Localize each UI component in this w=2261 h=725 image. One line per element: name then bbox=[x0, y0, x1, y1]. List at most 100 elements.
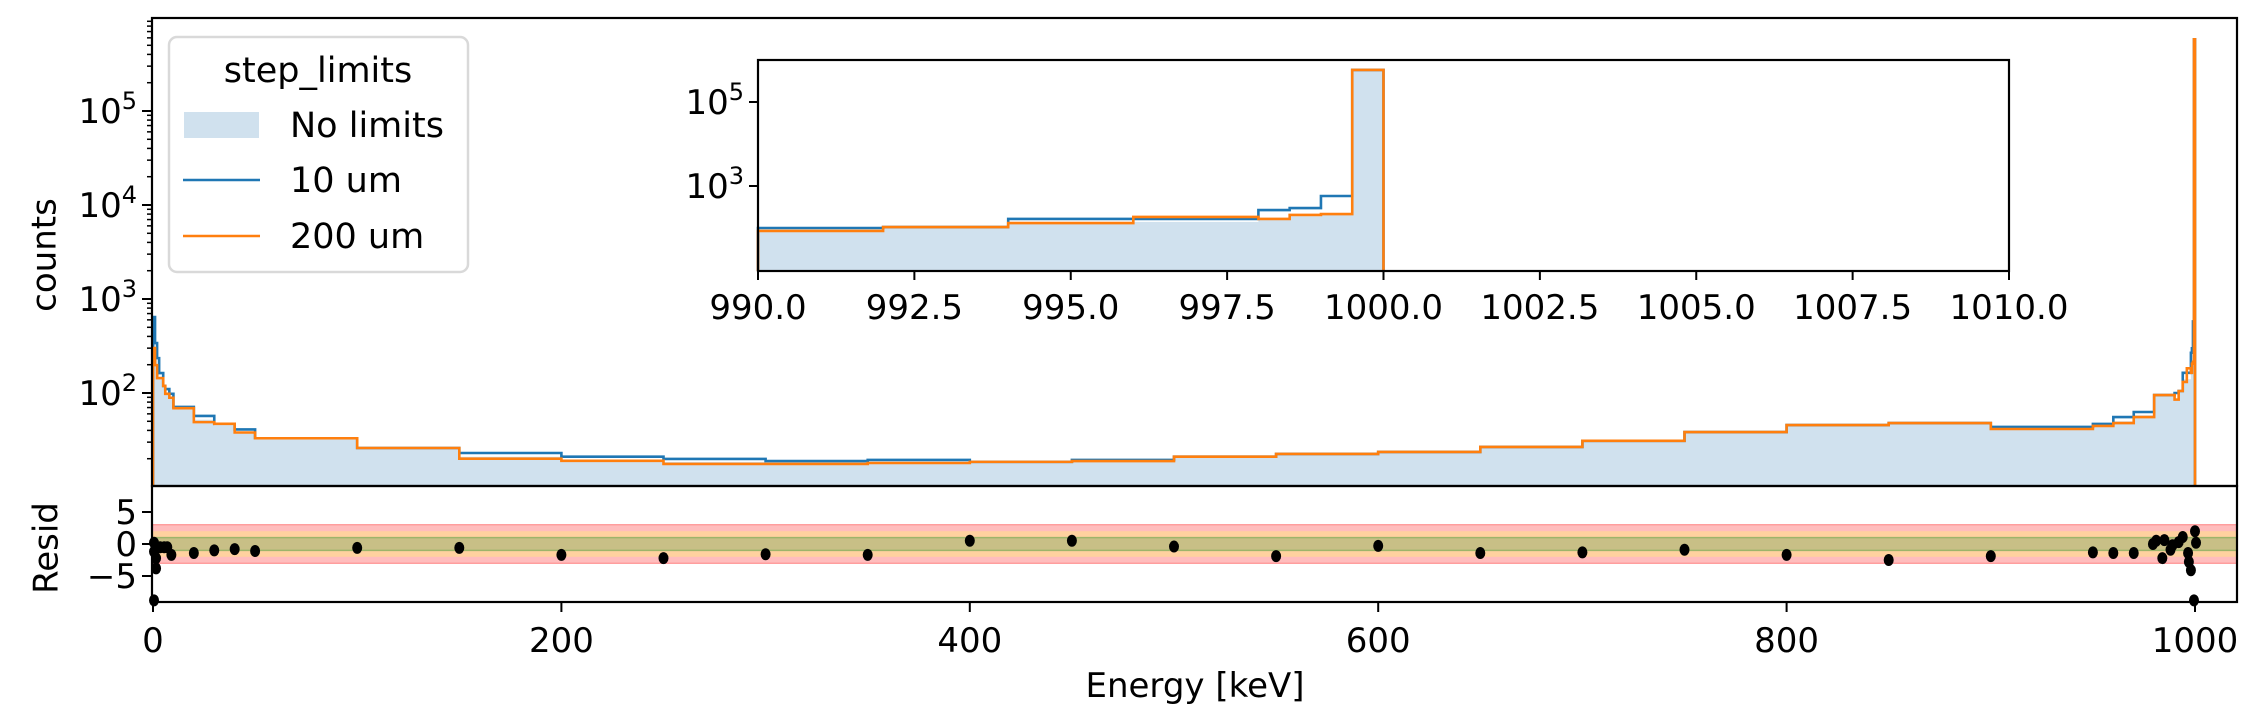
residual-point bbox=[352, 541, 363, 554]
x-tick-label: 600 bbox=[1346, 621, 1411, 661]
residual-point bbox=[1271, 550, 1282, 563]
residual-x-axis: 0 200 400 600 800 1000 bbox=[142, 602, 2238, 661]
series-200um-line bbox=[151, 37, 2197, 486]
tick-base: 10 bbox=[78, 280, 121, 320]
inset-no-limits-fill-area bbox=[758, 69, 1384, 271]
inset-x-tick-label: 1000.0 bbox=[1324, 288, 1443, 328]
inset-x-tick-label: 997.5 bbox=[1178, 288, 1275, 328]
inset-y-tick-label: 105 bbox=[685, 78, 744, 123]
inset-x-tick-label: 1005.0 bbox=[1637, 288, 1756, 328]
residual-point bbox=[2185, 564, 2196, 577]
residual-point bbox=[1577, 546, 1588, 559]
y-tick-label: 102 bbox=[78, 369, 137, 414]
tick-exponent: 5 bbox=[729, 78, 744, 106]
inset-x-tick-label: 992.5 bbox=[866, 288, 963, 328]
legend-label-200um: 200 um bbox=[290, 217, 424, 257]
residual-point bbox=[2183, 546, 2194, 559]
residual-point bbox=[1373, 539, 1384, 552]
inset-x-tick-label: 1010.0 bbox=[1950, 288, 2069, 328]
tick-base: 10 bbox=[685, 167, 728, 207]
legend: step_limits No limits 10 um 200 um bbox=[167, 35, 470, 274]
residual-point bbox=[1883, 554, 1894, 566]
inset-no-limits-fill bbox=[758, 69, 1384, 271]
residual-point bbox=[2188, 594, 2199, 607]
tick-base: 10 bbox=[78, 374, 121, 414]
inset-x-axis: 990.0 992.5 995.0 997.5 1000.0 1002.5 1005.0 10… bbox=[709, 271, 2068, 328]
residual-point bbox=[862, 548, 873, 561]
residual-panel: 50−5 0 200 400 600 800 1000 Resid Energy [keV… bbox=[27, 484, 2238, 706]
residual-point bbox=[2191, 536, 2202, 549]
tick-base: 10 bbox=[78, 92, 121, 132]
inset-x-tick-label: 1002.5 bbox=[1480, 288, 1599, 328]
inset-step-lines bbox=[756, 68, 1385, 271]
residual-point bbox=[1475, 546, 1486, 559]
residual-point bbox=[1781, 548, 1792, 561]
inset-y-tick-label: 103 bbox=[685, 162, 744, 207]
y-tick-label: 104 bbox=[78, 181, 137, 226]
residual-point bbox=[229, 543, 240, 556]
residual-point bbox=[2159, 534, 2170, 547]
legend-label-10um: 10 um bbox=[290, 161, 402, 201]
tick-exponent: 4 bbox=[122, 181, 137, 209]
inset-zoom-panel: 990.0 992.5 995.0 997.5 1000.0 1002.5 1005.0 10… bbox=[685, 58, 2068, 328]
residual-point bbox=[2190, 525, 2200, 538]
residual-point bbox=[1985, 550, 1996, 563]
residual-point bbox=[2177, 530, 2188, 543]
residual-point bbox=[149, 594, 160, 607]
x-tick-label: 800 bbox=[1754, 621, 1819, 661]
residual-y-axis: 50−5 bbox=[87, 493, 152, 597]
residual-point bbox=[454, 541, 465, 554]
legend-label-no-limits: No limits bbox=[290, 106, 444, 146]
x-tick-label: 1000 bbox=[2152, 621, 2239, 661]
y-tick-label: 103 bbox=[78, 275, 137, 320]
tick-base: 10 bbox=[685, 83, 728, 123]
residual-point bbox=[2128, 546, 2139, 559]
tick-exponent: 3 bbox=[729, 162, 744, 190]
tick-exponent: 3 bbox=[122, 275, 137, 303]
residual-point bbox=[209, 544, 220, 557]
x-tick-label: 200 bbox=[529, 621, 594, 661]
y-tick-label: 105 bbox=[78, 87, 137, 132]
inset-x-tick-label: 995.0 bbox=[1022, 288, 1119, 328]
residual-point bbox=[1066, 534, 1077, 547]
resid-y-tick-label: 0 bbox=[115, 525, 137, 565]
main-y-axis-label: counts bbox=[25, 198, 65, 312]
x-tick-label: 0 bbox=[142, 621, 164, 661]
residual-point bbox=[2108, 546, 2119, 559]
inset-x-tick-label: 1007.5 bbox=[1793, 288, 1912, 328]
residual-point bbox=[2087, 546, 2098, 559]
residual-point bbox=[250, 545, 261, 558]
residual-points bbox=[149, 525, 2202, 607]
residual-point bbox=[556, 548, 567, 561]
residual-point bbox=[964, 534, 975, 547]
tick-exponent: 5 bbox=[122, 87, 137, 115]
residual-point bbox=[760, 548, 771, 561]
residual-point bbox=[151, 562, 162, 575]
resid-y-tick-label: 5 bbox=[115, 493, 137, 533]
legend-swatch-no-limits bbox=[184, 112, 259, 138]
residual-point bbox=[2157, 552, 2168, 565]
inset-series-200um-line bbox=[756, 68, 1385, 271]
inset-x-tick-label: 990.0 bbox=[709, 288, 806, 328]
sigma-band-1 bbox=[152, 537, 2237, 551]
residual-point bbox=[2151, 534, 2162, 547]
tick-exponent: 2 bbox=[122, 369, 137, 397]
residual-point bbox=[188, 546, 199, 559]
residual-point bbox=[1169, 540, 1179, 553]
x-axis-label: Energy [keV] bbox=[1085, 666, 1304, 706]
residual-point bbox=[658, 552, 669, 565]
step-line-series bbox=[151, 37, 2197, 486]
residual-point bbox=[166, 548, 177, 561]
residual-sigma-bands bbox=[152, 524, 2237, 564]
x-tick-label: 400 bbox=[937, 621, 1002, 661]
residual-point bbox=[151, 552, 162, 565]
residual-point bbox=[1679, 543, 1690, 556]
legend-frame bbox=[167, 35, 470, 274]
legend-title: step_limits bbox=[224, 51, 412, 91]
resid-y-tick-label: −5 bbox=[87, 557, 137, 597]
residual-y-axis-label: Resid bbox=[27, 502, 67, 594]
